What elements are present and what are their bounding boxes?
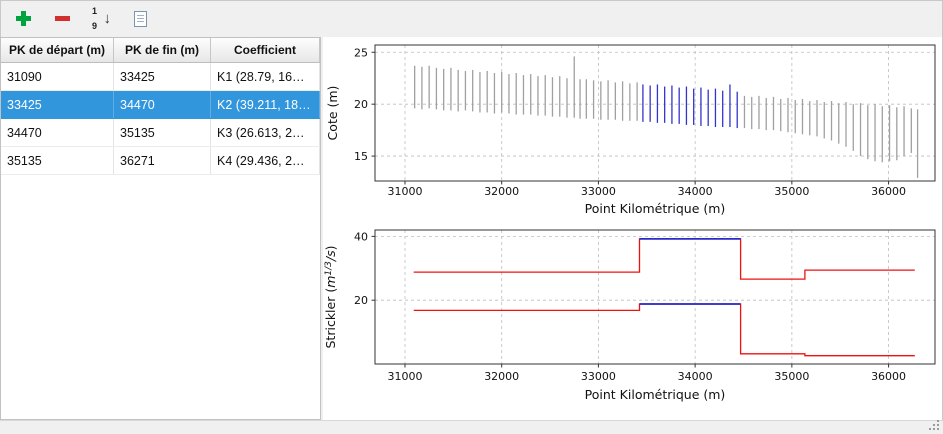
table-row[interactable]: 34470 35135 K3 (26.613, 2… bbox=[1, 119, 320, 147]
cell-pk-fin[interactable]: 36271 bbox=[114, 147, 211, 174]
cell-pk-depart[interactable]: 33425 bbox=[1, 91, 114, 118]
sort-numeric-icon: 1 9 ↓ bbox=[92, 5, 111, 31]
report-button[interactable] bbox=[127, 6, 153, 32]
svg-text:15: 15 bbox=[354, 150, 368, 163]
status-bar bbox=[0, 420, 943, 434]
resize-grip[interactable] bbox=[929, 420, 931, 422]
cell-pk-depart[interactable]: 31090 bbox=[1, 63, 114, 90]
svg-text:31000: 31000 bbox=[387, 185, 422, 198]
column-header-coefficient[interactable]: Coefficient bbox=[211, 38, 320, 62]
plus-icon bbox=[15, 11, 31, 26]
table-row[interactable]: 31090 33425 K1 (28.79, 16… bbox=[1, 63, 320, 91]
svg-text:31000: 31000 bbox=[387, 370, 422, 383]
svg-text:34000: 34000 bbox=[678, 185, 713, 198]
svg-text:40: 40 bbox=[354, 230, 368, 243]
svg-text:36000: 36000 bbox=[871, 370, 906, 383]
remove-row-button[interactable] bbox=[49, 6, 75, 32]
table-header: PK de départ (m) PK de fin (m) Coefficie… bbox=[1, 38, 320, 63]
svg-text:25: 25 bbox=[354, 46, 368, 59]
add-row-button[interactable] bbox=[10, 6, 36, 32]
table-row[interactable]: 33425 34470 K2 (39.211, 18… bbox=[1, 91, 320, 119]
svg-text:33000: 33000 bbox=[581, 185, 616, 198]
cell-pk-depart[interactable]: 35135 bbox=[1, 147, 114, 174]
cote-profile-chart: 31000 32000 33000 34000 35000 36000 15 20 25 Poin… bbox=[325, 44, 936, 216]
cell-coefficient[interactable]: K2 (39.211, 18… bbox=[211, 91, 320, 118]
svg-text:34000: 34000 bbox=[678, 370, 713, 383]
svg-text:20: 20 bbox=[354, 98, 368, 111]
cell-pk-fin[interactable]: 35135 bbox=[114, 119, 211, 146]
cell-pk-depart[interactable]: 34470 bbox=[1, 119, 114, 146]
cell-coefficient[interactable]: K3 (26.613, 2… bbox=[211, 119, 320, 146]
column-header-pk-depart[interactable]: PK de départ (m) bbox=[1, 38, 114, 62]
cell-pk-fin[interactable]: 33425 bbox=[114, 63, 211, 90]
svg-text:Point Kilométrique (m): Point Kilométrique (m) bbox=[585, 201, 726, 216]
svg-text:32000: 32000 bbox=[484, 185, 519, 198]
cell-coefficient[interactable]: K1 (28.79, 16… bbox=[211, 63, 320, 90]
toolbar: 1 9 ↓ bbox=[0, 0, 943, 37]
svg-text:35000: 35000 bbox=[774, 185, 809, 198]
minus-icon bbox=[54, 16, 70, 21]
svg-text:Strickler (m1/3/s): Strickler (m1/3/s) bbox=[323, 245, 338, 348]
svg-text:32000: 32000 bbox=[484, 370, 519, 383]
cell-coefficient[interactable]: K4 (29.436, 2… bbox=[211, 147, 320, 174]
svg-text:33000: 33000 bbox=[581, 370, 616, 383]
column-header-pk-fin[interactable]: PK de fin (m) bbox=[114, 38, 211, 62]
charts-panel: 31000 32000 33000 34000 35000 36000 15 20 25 Poin… bbox=[323, 37, 942, 420]
strickler-chart: 31000 32000 33000 34000 35000 36000 20 40 Point … bbox=[323, 229, 936, 402]
svg-text:35000: 35000 bbox=[774, 370, 809, 383]
coefficients-table: PK de départ (m) PK de fin (m) Coefficie… bbox=[0, 37, 321, 420]
report-icon bbox=[133, 10, 147, 27]
svg-text:Point Kilométrique (m): Point Kilométrique (m) bbox=[585, 387, 726, 402]
sort-button[interactable]: 1 9 ↓ bbox=[88, 6, 114, 32]
svg-text:20: 20 bbox=[354, 294, 368, 307]
cell-pk-fin[interactable]: 34470 bbox=[114, 91, 211, 118]
svg-text:Cote (m): Cote (m) bbox=[325, 86, 340, 141]
table-row[interactable]: 35135 36271 K4 (29.436, 2… bbox=[1, 147, 320, 175]
svg-text:36000: 36000 bbox=[871, 185, 906, 198]
